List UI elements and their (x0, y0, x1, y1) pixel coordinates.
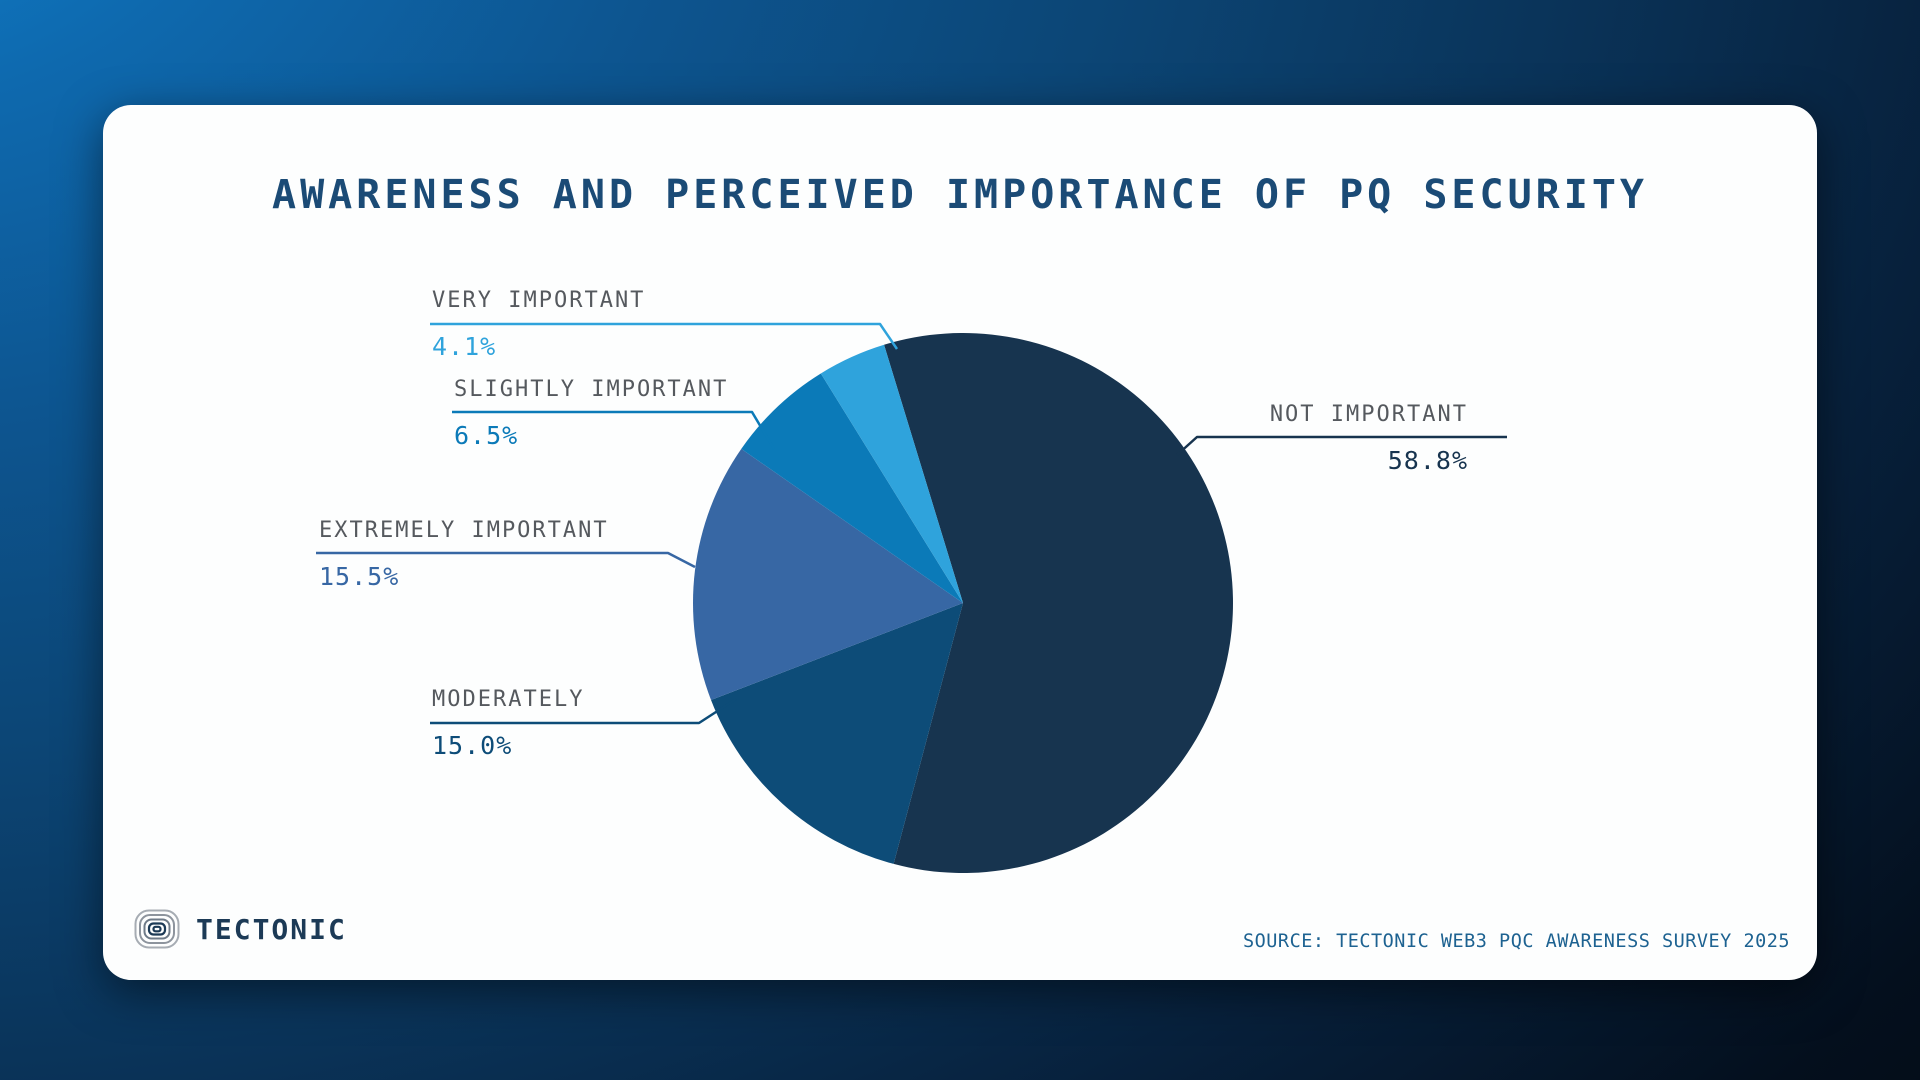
callout-label: VERY IMPORTANT (432, 288, 646, 313)
callout-very-important: VERY IMPORTANT 4.1% (432, 288, 645, 361)
callout-value: 15.5% (319, 562, 400, 591)
callout-extremely-important: EXTREMELY IMPORTANT 15.5% (319, 518, 609, 591)
callout-value: 15.0% (432, 731, 513, 760)
leader-line-slightly-important (452, 410, 776, 450)
leader-line-moderately (430, 697, 737, 725)
pie-slice-extremely-important (692, 448, 963, 700)
callout-label: MODERATELY (432, 687, 585, 712)
callout-value: 58.8% (1387, 446, 1468, 475)
leader-line-extremely-important (316, 551, 696, 569)
callout-moderately: MODERATELY 15.0% (432, 687, 584, 760)
leader-line-very-important (430, 322, 899, 350)
callout-slightly-important: SLIGHTLY IMPORTANT 6.5% (454, 377, 728, 450)
callout-label: SLIGHTLY IMPORTANT (454, 377, 729, 402)
callout-label: NOT IMPORTANT (1269, 402, 1468, 427)
callout-not-important: NOT IMPORTANT 58.8% (1155, 402, 1468, 475)
chart-title: AWARENESS AND PERCEIVED IMPORTANCE OF PQ… (271, 172, 1649, 218)
callout-value: 6.5% (454, 421, 519, 450)
tectonic-logo-icon (134, 909, 180, 949)
leader-line-not-important (1176, 435, 1507, 456)
pie-slice-not-important (884, 333, 1233, 874)
pie-slice-moderately (711, 603, 963, 864)
pie-slices (692, 333, 1233, 874)
brand-name: TECTONIC (196, 912, 347, 946)
pie-slice-very-important (820, 344, 963, 603)
callout-label: EXTREMELY IMPORTANT (319, 518, 609, 543)
brand-footer: TECTONIC (134, 908, 347, 950)
pie-slice-slightly-important (741, 373, 963, 603)
callout-value: 4.1% (432, 332, 497, 361)
source-attribution: SOURCE: TECTONIC WEB3 PQC AWARENESS SURV… (1243, 931, 1790, 952)
